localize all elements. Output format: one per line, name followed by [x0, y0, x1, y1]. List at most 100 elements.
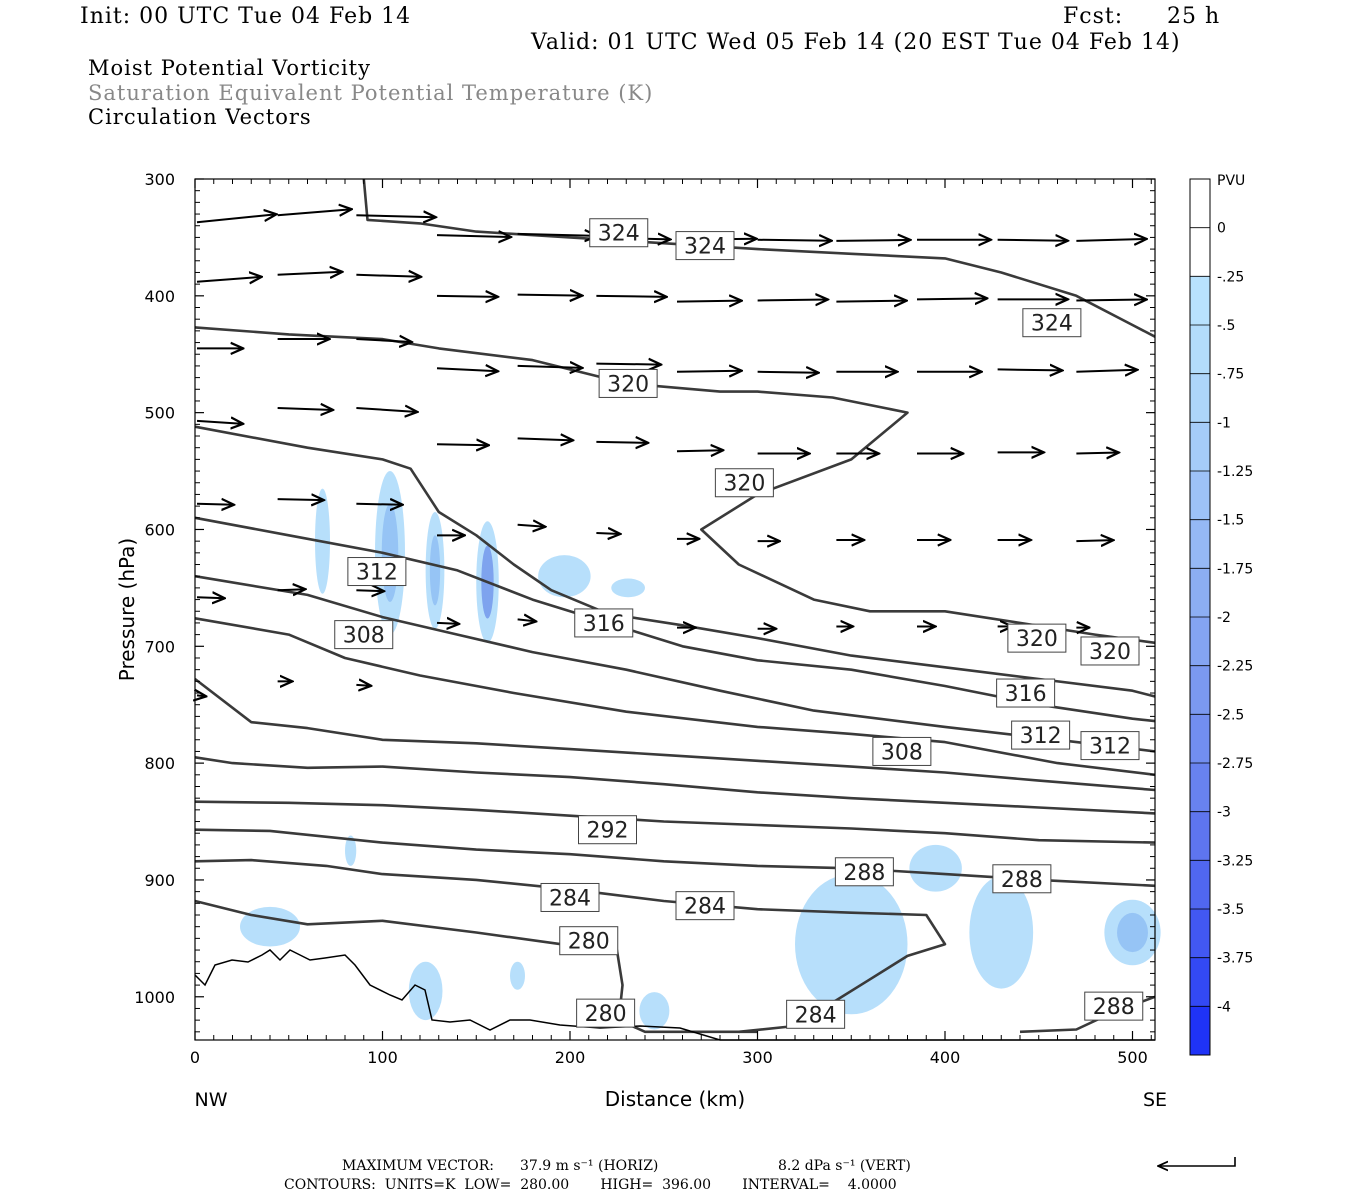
contour-label-text: 320	[723, 472, 765, 497]
contour-label: 324	[1022, 308, 1082, 338]
theta-contour-line	[194, 800, 1156, 844]
plot-frame	[194, 178, 1156, 1041]
theta-contour-line	[194, 326, 1156, 645]
contour-label: 284	[675, 891, 735, 921]
x-tick-label: 500	[1117, 1048, 1148, 1067]
contour-label-box	[1007, 623, 1067, 653]
circulation-vector	[916, 298, 987, 299]
contour-label-box	[578, 815, 637, 845]
colorbar-swatch	[1190, 519, 1210, 569]
circulation-vector	[277, 209, 352, 215]
colorbar-swatch	[1190, 714, 1210, 764]
x-tick-label: 400	[930, 1048, 961, 1067]
mpv-shade-region	[510, 961, 525, 990]
contour-label: 288	[834, 857, 894, 887]
colorbar-tick-label: -4	[1217, 999, 1231, 1015]
colorbar-swatch	[1190, 860, 1210, 910]
circulation-vector	[277, 408, 334, 410]
contour-label-box	[334, 620, 394, 650]
colorbar-tick-label: -2.25	[1217, 659, 1253, 675]
contour-label: 280	[576, 998, 636, 1028]
contour-label-box	[992, 864, 1052, 894]
theta-contours	[194, 178, 1156, 1034]
colorbar-tick-label: -1.75	[1217, 561, 1253, 577]
colorbar-tick-label: -2	[1217, 610, 1231, 626]
contour-label-text: 284	[549, 886, 591, 911]
contour-label-box	[576, 998, 636, 1028]
circulation-vector	[196, 421, 243, 424]
circulation-vector	[436, 623, 459, 624]
circulation-vector	[517, 295, 583, 296]
contour-label: 280	[559, 926, 619, 956]
circulation-vector	[596, 296, 666, 297]
theta-contour-line	[194, 756, 1156, 815]
colorbar-tick-label: -.25	[1217, 269, 1244, 285]
legend-mpv: Moist Potential Vorticity	[88, 56, 371, 80]
circulation-vector	[356, 215, 436, 217]
contour-label-text: 316	[1005, 682, 1047, 707]
colorbar-tick-label: -3.75	[1217, 951, 1253, 967]
contour-label: 320	[1080, 636, 1140, 666]
circulation-vector	[196, 597, 225, 598]
colorbar-tick-label: -1	[1217, 415, 1231, 431]
colorbar: PVU 0 -.25 -.5 -.75 -1 -1.25 -1.5 -1.75 -2 -2.25 -2…	[1189, 173, 1253, 1056]
contour-label: 288	[992, 864, 1052, 894]
circulation-vector	[596, 533, 620, 534]
init-time: Init: 00 UTC Tue 04 Feb 14	[80, 4, 412, 29]
contour-label-text: 320	[1016, 627, 1058, 652]
y-axis-label: Pressure (hPa)	[115, 538, 139, 681]
mpv-shade-core	[429, 535, 441, 606]
contour-label-box	[1080, 731, 1140, 761]
circulation-vector	[836, 240, 910, 241]
colorbar-tick-label: -.5	[1217, 318, 1235, 334]
colorbar-swatch	[1190, 179, 1210, 229]
theta-contour-line	[194, 677, 1156, 792]
contour-label-text: 288	[1001, 868, 1043, 893]
contour-label: 312	[1080, 731, 1140, 761]
circulation-vector	[517, 619, 537, 621]
colorbar-swatch	[1190, 373, 1210, 423]
circulation-vector	[836, 301, 906, 302]
max-vector-horiz: 37.9 m s⁻¹ (HORIZ)	[520, 1158, 659, 1174]
axes: 0 100 200 300 400 500 300 400 500 600 700 800 900 100…	[115, 170, 1167, 1111]
circulation-vector	[1076, 370, 1137, 372]
contour-label-box	[347, 557, 407, 587]
y-tick-label: 900	[144, 871, 175, 890]
y-tick-label: 300	[144, 170, 175, 189]
contour-label-text: 312	[1089, 735, 1131, 760]
mpv-shade-region	[969, 876, 1034, 989]
contour-label-box	[834, 857, 894, 887]
max-vector-vert: 8.2 dPa s⁻¹ (VERT)	[778, 1158, 911, 1174]
contour-label-box	[574, 608, 634, 638]
circulation-vector	[1076, 299, 1146, 300]
contour-label-text: 312	[356, 561, 398, 586]
contour-label: 308	[872, 736, 932, 766]
legend-vectors: Circulation Vectors	[88, 105, 312, 129]
contour-label-box	[1022, 308, 1082, 338]
colorbar-swatch	[1190, 909, 1210, 959]
circulation-vector	[277, 272, 343, 275]
contour-label-text: 288	[1093, 995, 1135, 1020]
contour-label-text: 284	[795, 1003, 837, 1028]
x-tick-label: 200	[555, 1048, 586, 1067]
forecast-label: Fcst:	[1063, 4, 1124, 29]
colorbar-swatch	[1190, 471, 1210, 521]
circulation-vector	[517, 525, 546, 527]
colorbar-tick-label: -2.5	[1217, 707, 1244, 723]
circulation-vector	[1076, 453, 1119, 454]
circulation-vector	[676, 450, 723, 451]
contour-label-box	[872, 736, 932, 766]
contour-label: 312	[1011, 720, 1071, 750]
contour-label: 320	[714, 468, 774, 498]
contour-label-box	[589, 218, 649, 248]
y-tick-label: 500	[144, 404, 175, 423]
contour-label-text: 324	[598, 222, 640, 247]
y-tick-label: 400	[144, 287, 175, 306]
circulation-vector	[436, 296, 498, 297]
mpv-shade-region	[909, 844, 962, 892]
circulation-vector	[436, 235, 511, 237]
contour-label: 288	[1084, 991, 1144, 1021]
contour-label-text: 320	[607, 372, 649, 397]
contour-label-box	[1084, 991, 1144, 1021]
contour-label-text: 308	[881, 740, 923, 765]
